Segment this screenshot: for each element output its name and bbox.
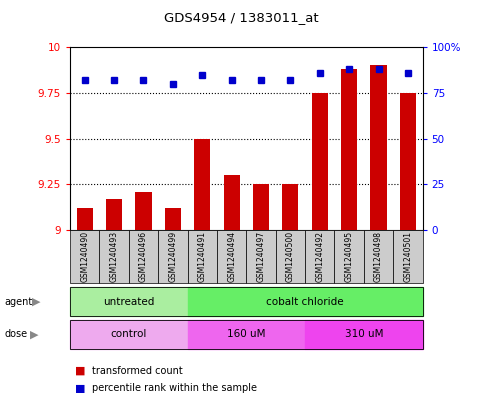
Text: GSM1240499: GSM1240499 xyxy=(169,231,177,282)
Text: ■: ■ xyxy=(75,383,85,393)
Text: GSM1240492: GSM1240492 xyxy=(315,231,324,282)
Bar xyxy=(135,191,152,230)
Text: GSM1240498: GSM1240498 xyxy=(374,231,383,282)
Bar xyxy=(400,93,416,230)
Text: 160 uM: 160 uM xyxy=(227,329,266,339)
Text: ▶: ▶ xyxy=(32,297,41,307)
Bar xyxy=(283,184,298,230)
Text: agent: agent xyxy=(5,297,33,307)
Bar xyxy=(341,69,357,230)
Bar xyxy=(370,65,386,230)
Text: ▶: ▶ xyxy=(29,329,38,339)
Text: untreated: untreated xyxy=(103,297,155,307)
Bar xyxy=(194,138,210,230)
Text: GDS4954 / 1383011_at: GDS4954 / 1383011_at xyxy=(164,11,319,24)
Bar xyxy=(253,184,269,230)
Text: transformed count: transformed count xyxy=(92,365,183,376)
Text: control: control xyxy=(111,329,147,339)
Text: percentile rank within the sample: percentile rank within the sample xyxy=(92,383,257,393)
Text: cobalt chloride: cobalt chloride xyxy=(266,297,344,307)
Bar xyxy=(165,208,181,230)
Text: 310 uM: 310 uM xyxy=(344,329,383,339)
Bar xyxy=(312,93,328,230)
Text: GSM1240495: GSM1240495 xyxy=(345,231,354,282)
Text: ■: ■ xyxy=(75,365,85,376)
Text: GSM1240497: GSM1240497 xyxy=(256,231,266,282)
Bar xyxy=(106,199,122,230)
Text: GSM1240500: GSM1240500 xyxy=(286,231,295,282)
Text: dose: dose xyxy=(5,329,28,339)
Bar xyxy=(77,208,93,230)
Bar xyxy=(224,175,240,230)
Text: GSM1240496: GSM1240496 xyxy=(139,231,148,282)
Text: GSM1240501: GSM1240501 xyxy=(403,231,412,282)
Text: GSM1240494: GSM1240494 xyxy=(227,231,236,282)
Text: GSM1240491: GSM1240491 xyxy=(198,231,207,282)
Text: GSM1240493: GSM1240493 xyxy=(110,231,119,282)
Text: GSM1240490: GSM1240490 xyxy=(80,231,89,282)
